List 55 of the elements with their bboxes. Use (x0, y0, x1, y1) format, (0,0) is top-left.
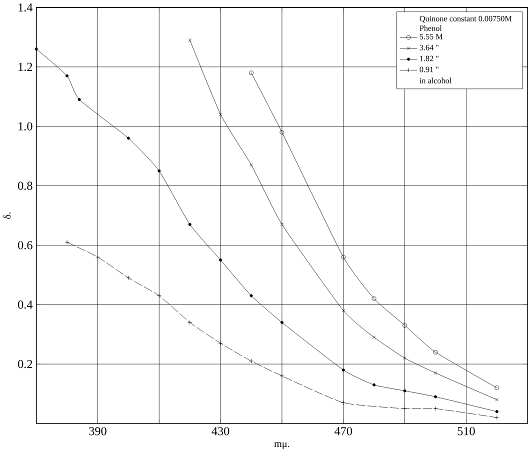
point (402, 406, 408, 412)
legend-label: 0.91 " (420, 66, 438, 72)
point (188, 320, 192, 325)
legend-label: 5.55 M (420, 34, 443, 40)
point (66, 74, 69, 78)
point (96, 255, 100, 260)
y-tick-label: 0.2 (18, 360, 32, 368)
point (219, 258, 222, 262)
annotation: in alcohol (420, 78, 452, 84)
point (342, 309, 346, 312)
point (372, 384, 376, 387)
point (434, 372, 438, 375)
y-tick-label: 0.8 (18, 182, 32, 190)
point (403, 356, 406, 360)
point (188, 223, 192, 226)
y-tick-label: 1.2 (18, 63, 32, 72)
point (158, 170, 161, 173)
point (78, 98, 81, 102)
point (156, 294, 162, 298)
point (64, 240, 70, 245)
point (372, 336, 376, 340)
legend-label: 1.82 " (420, 56, 438, 62)
point (250, 164, 253, 167)
point (218, 113, 222, 116)
point (433, 406, 438, 412)
x-tick-label: 390 (89, 427, 106, 436)
point (34, 48, 38, 51)
x-axis-title: mμ. (274, 442, 290, 450)
legend-label: 3.64 " (420, 45, 438, 51)
point (403, 390, 406, 393)
point (280, 374, 284, 378)
point (126, 276, 131, 280)
y-tick-label: 0.6 (18, 241, 32, 250)
y-tick-label: 1.4 (18, 4, 33, 12)
y-tick-label: 1.0 (18, 122, 32, 131)
point (342, 368, 345, 372)
y-axis-title: δ. (3, 212, 11, 219)
point (434, 395, 438, 398)
point (494, 416, 500, 420)
point (250, 294, 253, 298)
point (280, 222, 284, 226)
point (126, 136, 130, 140)
point (280, 130, 284, 135)
point (341, 255, 346, 260)
point (280, 321, 284, 324)
point (495, 410, 498, 414)
x-tick-label: 470 (334, 427, 352, 436)
point (433, 350, 438, 355)
point (372, 296, 376, 302)
point (341, 400, 346, 406)
x-tick-label: 430 (212, 427, 230, 436)
legend-title: Quinone constant 0.00750M Phenol (420, 16, 512, 32)
x-tick-label: 510 (458, 427, 475, 436)
point (402, 323, 408, 328)
y-tick-label: 0.4 (18, 300, 33, 309)
